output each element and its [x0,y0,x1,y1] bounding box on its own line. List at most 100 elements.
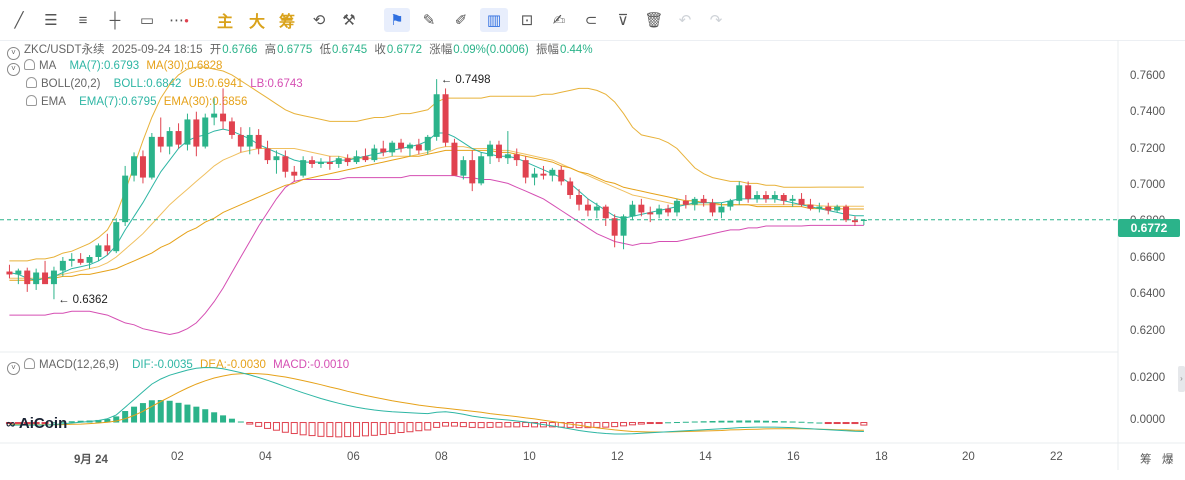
candle-body [798,198,805,205]
pane-resize-handle[interactable]: › [1178,366,1185,392]
macd-histogram-bar [486,422,494,428]
chips-tab[interactable]: 筹 [1140,454,1152,466]
candle-body [362,156,369,161]
candle-body [433,94,440,137]
candle-body [638,204,645,213]
undo-icon[interactable]: ↶ [678,12,692,29]
candle-body [718,206,725,213]
candle-body [202,117,209,147]
macd-histogram-bar [77,420,84,423]
candle-body [309,160,316,164]
ohlc-header: ˅ ZKC/USDT永续 2025-09-24 18:15 开0.6766 高0.… [0,41,597,60]
more-dots-icon[interactable]: ⋯ ● [169,12,189,29]
alert-bell-icon[interactable] [26,95,37,106]
horizontal-rays-icon[interactable]: ☰ [44,12,58,29]
macd-histogram-bar [611,422,619,428]
candle-body [211,113,218,118]
candle-body [220,113,227,122]
macd-histogram-bar [131,406,138,423]
macd-histogram-bar [379,422,387,436]
price-tick-label: 0.7400 [1130,106,1166,118]
candle-body [709,202,716,213]
macd-histogram-bar [495,422,503,428]
candle-body [558,169,565,182]
rectangle-icon[interactable]: ▭ [139,12,155,29]
candle-body [113,222,120,252]
macd-histogram-bar [602,422,610,428]
candle-body [513,154,520,161]
chips-button[interactable]: 筹 [278,14,295,31]
candle-body [860,219,867,221]
macd-histogram-bar [246,422,254,425]
collapse-icon[interactable]: ˅ [7,362,20,375]
macd-histogram-bar [281,422,289,433]
macd-histogram-bar [353,422,361,437]
indicator-icon[interactable]: ▥ [480,8,508,32]
redo-icon[interactable]: ↷ [709,12,723,29]
macd-histogram-bar [95,419,102,423]
collapse-icon[interactable]: ˅ [7,63,20,76]
macd-value: MACD:-0.0010 [273,359,350,371]
time-tick-label: 18 [875,451,888,463]
ruler-icon[interactable]: ✎ [422,12,436,29]
ai-draw-icon[interactable]: ⟲ [312,12,326,29]
candle-body [193,119,200,147]
low-value: 0.6745 [332,44,368,56]
macd-histogram-bar [148,400,155,423]
trash-icon[interactable]: 🗑 [644,12,664,29]
macd-histogram-bar [406,422,414,433]
macd-histogram-bar [308,422,316,437]
candle-body [175,131,182,145]
candle-body [131,156,138,176]
collapse-icon[interactable]: ˅ [7,47,20,60]
candle-body [424,136,431,151]
candle-body [469,160,476,184]
macd-histogram-bar [860,422,868,426]
macd-histogram-bar [23,422,31,425]
candle-body [326,162,333,164]
macd-histogram-bar [157,400,164,423]
liquidation-tab[interactable]: 爆 [1162,454,1174,466]
candle-body [789,198,796,201]
candle-body [122,175,129,223]
alert-bell-icon[interactable] [24,59,35,70]
close-value: 0.6772 [386,44,423,56]
candle-body [68,258,75,261]
large-orders-button[interactable]: 大 [248,14,265,31]
magnet-icon[interactable]: ⊂ [584,12,598,29]
candle-body [754,195,761,199]
aicoin-logo: ∞ AiCoin [6,415,67,432]
macd-histogram-bar [459,422,467,428]
candle-body [460,160,467,176]
main-chart-button[interactable]: 主 [216,14,233,31]
alert-bell-icon[interactable] [26,77,37,88]
magic-wand-icon[interactable]: ⚒ [342,12,356,29]
boll-name: BOLL(20,2) [41,78,101,90]
lock-icon[interactable]: ⊡ [520,12,534,29]
candle-body [771,195,778,199]
macd-histogram-bar [41,422,49,425]
filter-icon[interactable]: ⊽ [617,12,629,29]
macd-histogram-bar [326,422,334,438]
macd-histogram-bar [593,422,601,428]
candle-body [157,136,164,147]
alert-bell-icon[interactable] [24,358,35,369]
candle-body [478,156,485,184]
bookmark-icon[interactable]: ⚑ [384,8,410,32]
note-icon[interactable]: ✍ [552,12,566,29]
time-tick-label: 12 [611,451,624,463]
candle-body [335,158,342,164]
line-tool-icon[interactable]: ╱ [14,12,24,29]
horizontal-line-icon[interactable]: ┼ [109,11,121,29]
candle-body [576,195,583,205]
pencil-icon[interactable]: ✐ [454,12,468,29]
candle-body [282,156,289,172]
boll-legend: BOLL(20,2) BOLL:0.6842 UB:0.6941 LB:0.67… [26,77,307,90]
candle-body [95,245,102,257]
macd-histogram-bar [166,400,173,423]
candle-body [273,156,280,161]
time-tick-label: 08 [435,451,448,463]
parallel-lines-icon[interactable]: ≡ [78,11,88,29]
macd-histogram-bar [637,422,645,425]
